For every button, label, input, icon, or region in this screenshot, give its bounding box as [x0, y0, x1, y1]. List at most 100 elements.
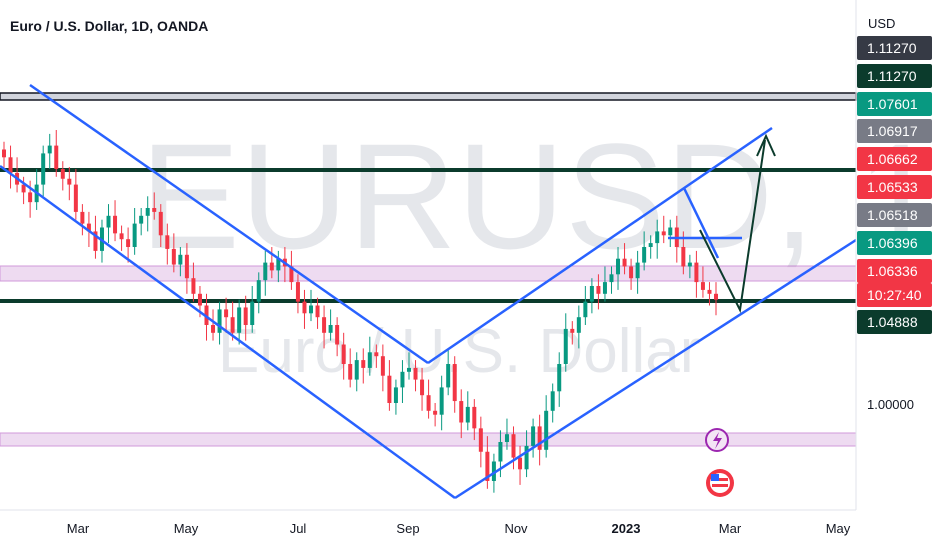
candle-body: [504, 434, 509, 442]
price-tag: 1.07601: [857, 92, 932, 116]
x-tick-label: Nov: [504, 521, 528, 536]
candle-body: [73, 184, 78, 212]
candle-body: [28, 192, 33, 203]
candle-body: [197, 293, 202, 306]
zone-upper: [0, 265, 857, 282]
candle-body: [602, 282, 607, 294]
forecast-arrowhead: [756, 133, 776, 157]
candle-body: [426, 395, 431, 411]
svg-text:1.11270: 1.11270: [867, 40, 917, 56]
candle-body: [302, 301, 307, 314]
candle-body: [707, 289, 712, 294]
candles: [2, 130, 718, 493]
candle-body: [563, 328, 568, 364]
candle-body: [544, 410, 549, 450]
candle-body: [243, 307, 248, 325]
candle-body: [361, 360, 366, 368]
price-tag: 1.06662: [857, 147, 932, 171]
candle-body: [609, 274, 614, 283]
svg-text:1.04888: 1.04888: [867, 314, 918, 330]
candle-body: [41, 153, 46, 185]
candle-body: [642, 247, 647, 263]
candle-body: [54, 145, 59, 169]
time-axis: Mar May Jul Sep Nov 2023 Mar May: [0, 509, 856, 536]
candle-body: [655, 231, 660, 244]
x-tick-label: May: [174, 521, 199, 536]
candle-body: [589, 286, 594, 302]
candle-body: [387, 375, 392, 403]
price-tag: 1.04888: [857, 310, 932, 334]
y-tick-label: 1.00000: [867, 397, 914, 412]
svg-text:1.06336: 1.06336: [867, 263, 918, 279]
candle-body: [276, 258, 281, 271]
candle-body: [184, 254, 189, 279]
price-tag: 10:27:40: [857, 283, 932, 307]
price-tag: 1.06396: [857, 231, 932, 255]
candle-body: [420, 379, 425, 396]
x-tick-label: Sep: [396, 521, 419, 536]
candle-body: [374, 352, 379, 357]
price-tag: 1.06336: [857, 259, 932, 283]
candle-body: [596, 286, 601, 294]
candle-body: [2, 149, 6, 158]
candle-body: [439, 387, 444, 415]
candle-body: [191, 278, 196, 294]
forecast-path: [699, 133, 776, 314]
candle-body: [622, 258, 627, 267]
candle-body: [531, 426, 536, 446]
candle-body: [491, 461, 496, 481]
channel-top-up: [427, 126, 773, 365]
candle-body: [629, 266, 634, 279]
candle-body: [354, 360, 359, 380]
candle-body: [145, 208, 150, 216]
candle-body: [380, 356, 385, 376]
forecast-zigzag: [699, 139, 766, 314]
x-tick-label: 2023: [612, 521, 641, 536]
candle-body: [413, 367, 418, 380]
candle-body: [406, 367, 411, 372]
price-tag: 1.11270: [857, 64, 932, 88]
x-tick-label: Mar: [719, 521, 742, 536]
candle-body: [694, 262, 699, 283]
candle-body: [269, 262, 274, 271]
candle-body: [47, 145, 52, 154]
candle-body: [446, 364, 451, 388]
candle-body: [230, 317, 235, 333]
candle-body: [165, 235, 170, 249]
lightning-icon[interactable]: [705, 428, 729, 452]
candle-body: [341, 344, 346, 364]
candle-body: [158, 211, 163, 236]
candle-body: [171, 248, 176, 265]
candle-body: [80, 211, 85, 224]
candle-body: [367, 352, 372, 368]
candle-body: [511, 434, 516, 458]
candle-body: [93, 231, 98, 251]
candle-body: [570, 328, 575, 333]
channel-bottom-up: [454, 238, 857, 500]
x-tick-label: Mar: [67, 521, 90, 536]
zones: [0, 92, 857, 447]
price-tag: 1.06917: [857, 119, 932, 143]
price-tags: 1.11270 1.11270 1.07601 1.06917 1.06662 1.065…: [857, 36, 932, 334]
chart-title: Euro / U.S. Dollar, 1D, OANDA: [10, 18, 209, 34]
price-tag: 1.06533: [857, 175, 932, 199]
candle-body: [126, 239, 131, 247]
candle-body: [648, 243, 653, 247]
candle-body: [348, 364, 353, 380]
candle-body: [700, 282, 705, 290]
x-tick-label: May: [826, 521, 851, 536]
candle-body: [465, 406, 470, 423]
candle-body: [687, 262, 692, 267]
candle-body: [400, 371, 405, 388]
candle-body: [452, 364, 457, 402]
channel-top-down: [29, 83, 429, 365]
watermark-symbol: EURUSD, 1D: [140, 112, 932, 280]
candle-body: [485, 451, 490, 481]
candle-body: [661, 231, 666, 236]
us-flag-icon[interactable]: [706, 469, 734, 497]
resistance-band: [0, 92, 857, 101]
candle-body: [393, 387, 398, 403]
candle-body: [217, 309, 222, 333]
candle-body: [139, 215, 144, 224]
